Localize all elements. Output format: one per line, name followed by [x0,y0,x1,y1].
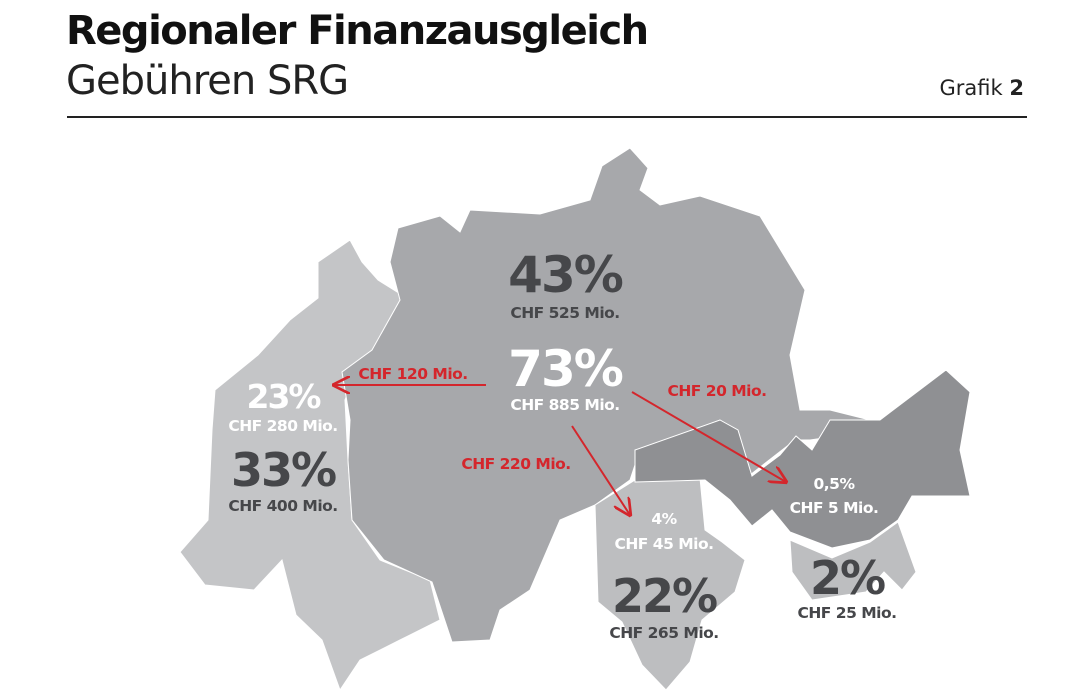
german-receive-percent: 43% [508,246,623,304]
region-romansh [634,369,971,549]
romansh-receive-amount: CHF 25 Mio. [797,604,896,622]
header-divider [67,116,1027,118]
figure-number: Grafik 2 [940,76,1024,100]
italian-receive-amount: CHF 265 Mio. [609,624,718,642]
german-pay-percent: 73% [508,340,623,398]
chart-subtitle: Gebühren SRG [66,58,349,104]
french-pay-amount: CHF 280 Mio. [228,417,337,435]
flow-label-to-romansh: CHF 20 Mio. [667,382,766,400]
flow-arrow-to-romansh [631,391,786,482]
flow-arrow-to-italian [571,425,630,515]
italian-receive-percent: 22% [612,569,717,623]
figure-number-value: 2 [1009,76,1024,100]
flow-label-to-italian: CHF 220 Mio. [461,455,570,473]
flow-label-to-french: CHF 120 Mio. [358,365,467,383]
region-german [341,147,882,643]
french-receive-amount: CHF 400 Mio. [228,497,337,515]
chart-title: Regionaler Finanzausgleich [66,8,649,54]
german-pay-amount: CHF 885 Mio. [510,396,619,414]
figure-label: Grafik [939,76,1003,100]
italian-pay-percent: 4% [651,510,677,528]
french-pay-percent: 23% [247,377,322,416]
romansh-receive-percent: 2% [810,551,885,605]
region-italian [594,477,746,691]
romansh-pay-amount: CHF 5 Mio. [790,499,879,517]
french-receive-percent: 33% [231,443,336,497]
romansh-pay-percent: 0,5% [814,475,856,493]
german-receive-amount: CHF 525 Mio. [510,304,619,322]
region-italian-grisons [789,521,917,601]
italian-pay-amount: CHF 45 Mio. [614,535,713,553]
region-french [179,239,441,692]
